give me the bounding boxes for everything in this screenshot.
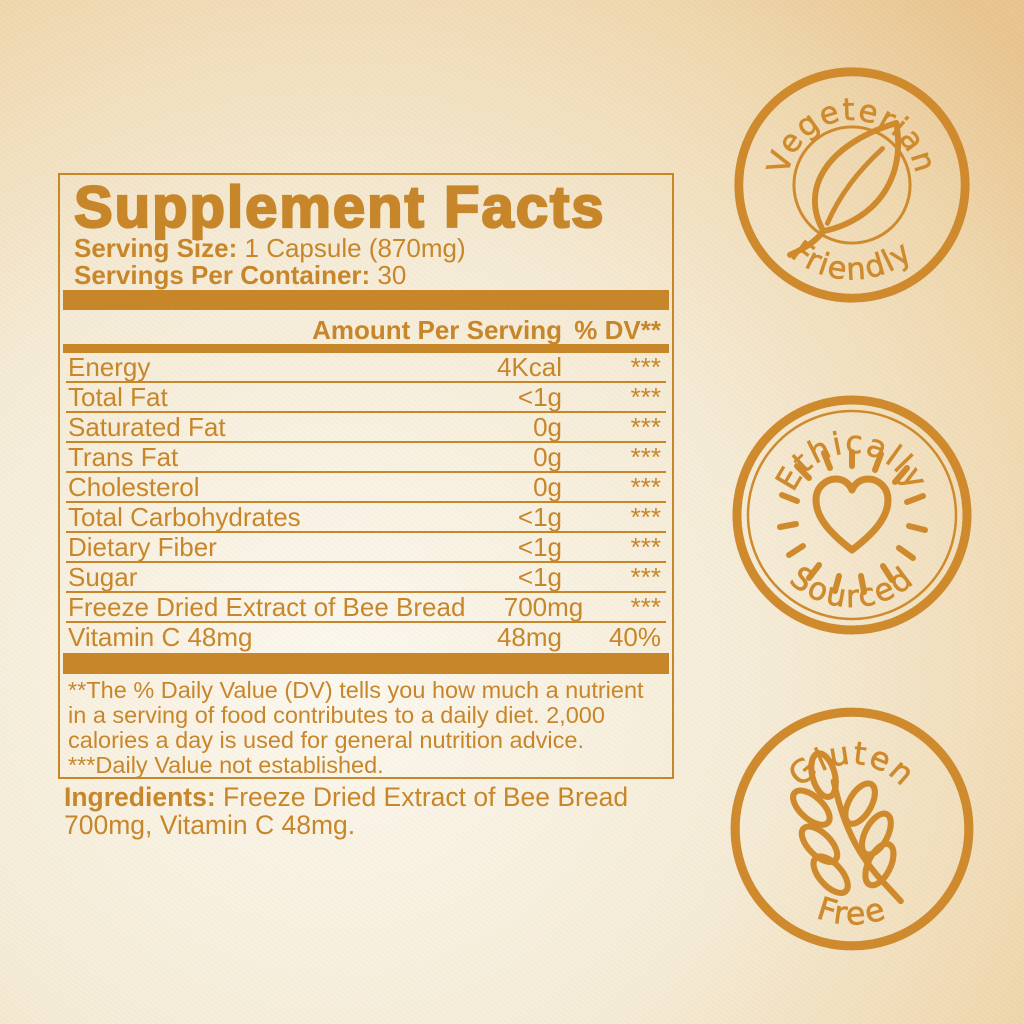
row-name: Saturated Fat [68,412,226,442]
row-name: Sugar [68,562,138,592]
badge-outer-ring [734,67,970,303]
row-dv: *** [630,472,661,502]
row-amount: <1g [517,382,562,412]
row-amount: 0g [533,472,562,502]
footnote-line: **The % Daily Value (DV) tells you how m… [68,677,644,703]
footnote-line: ***Daily Value not established. [68,752,384,778]
row-dv: *** [630,382,661,412]
badge-top-text: Gluten [782,735,922,794]
table-header-row: Amount Per Serving % DV** [66,313,666,345]
servings-value: 30 [370,260,407,290]
table-row: Total Carbohydrates <1g *** [66,503,666,533]
supplement-facts-panel: Supplement Facts Serving Size: 1 Capsule… [58,173,674,779]
badge-inner-ring [792,125,912,245]
table-row: Vitamin C 48mg 48mg 40% [66,623,666,653]
row-dv: *** [630,412,661,442]
badge-outer-ring [730,707,974,951]
table-row: Total Fat <1g *** [66,383,666,413]
table-row: Cholesterol 0g *** [66,473,666,503]
row-name: Total Carbohydrates [68,502,301,532]
row-dv: *** [630,502,661,532]
row-dv: *** [630,352,661,382]
row-dv: *** [630,592,661,622]
divider-bar-header [63,344,669,353]
servings-label: Servings Per Container: [74,260,371,290]
leaf-icon [787,120,902,258]
row-name: Cholesterol [68,472,200,502]
row-name: Vitamin C 48mg [68,622,253,652]
row-amount: <1g [517,502,562,532]
footnote-line: in a serving of food contributes to a da… [68,702,605,728]
divider-bar-bottom [63,653,669,674]
row-amount: 700mg [503,592,584,622]
servings-per-container-line: Servings Per Container: 30 [74,262,666,289]
panel-title: Supplement Facts [73,175,606,240]
header-amount-per-serving: Amount Per Serving [312,315,562,345]
badge-ethically-sourced: Ethically Sourced [727,390,977,640]
ingredients-text: Ingredients: Freeze Dried Extract of Bee… [64,783,686,839]
daily-value-footnote: **The % Daily Value (DV) tells you how m… [68,678,666,778]
badge-vegetarian-friendly: Vegeterian Friendly [729,62,975,308]
header-percent-dv: % DV** [574,315,661,345]
row-name: Energy [68,352,151,382]
badge-ethically-sourced-svg: Ethically Sourced [732,395,972,635]
row-amount: <1g [517,532,562,562]
row-amount: 0g [533,412,562,442]
badge-outer-ring [732,395,972,635]
table-row: Energy 4Kcal *** [66,353,666,383]
serving-size-label: Serving Size: [74,233,238,263]
row-name: Freeze Dried Extract of Bee Bread [68,592,466,622]
ingredients-label: Ingredients: [64,782,216,812]
footnote-line: calories a day is used for general nutri… [68,727,584,753]
serving-size-line: Serving Size: 1 Capsule (870mg) [74,235,666,262]
row-dv: *** [630,532,661,562]
divider-bar-top [63,290,669,310]
row-dv: *** [630,562,661,592]
ingredients-value: Freeze Dried Extract of Bee Bread 700mg,… [64,782,629,840]
row-amount: 4Kcal [496,352,562,382]
badge-vegetarian-friendly-svg: Vegeterian Friendly [734,67,970,303]
heart-rays-icon [777,449,928,595]
wheat-icon [790,750,904,905]
row-name: Total Fat [68,382,168,412]
badge-bottom-text: Free [813,891,891,933]
badge-top-text: Vegeterian [761,93,943,178]
row-amount: 0g [533,442,562,472]
row-name: Dietary Fiber [68,532,217,562]
table-row: Saturated Fat 0g *** [66,413,666,443]
badge-gluten-free-svg: Gluten Free [730,707,974,951]
table-row: Freeze Dried Extract of Bee Bread 700mg … [66,593,666,623]
table-row: Trans Fat 0g *** [66,443,666,473]
badge-inner-ring [746,409,958,621]
row-name: Trans Fat [68,442,179,472]
row-amount: <1g [517,562,562,592]
table-row: Sugar <1g *** [66,563,666,593]
serving-size-value: 1 Capsule (870mg) [237,233,466,263]
row-dv: 40% [608,622,661,652]
heart-rays [777,449,928,595]
badge-gluten-free: Gluten Free [725,702,979,956]
row-amount: 48mg [496,622,562,652]
table-row: Dietary Fiber <1g *** [66,533,666,563]
row-dv: *** [630,442,661,472]
